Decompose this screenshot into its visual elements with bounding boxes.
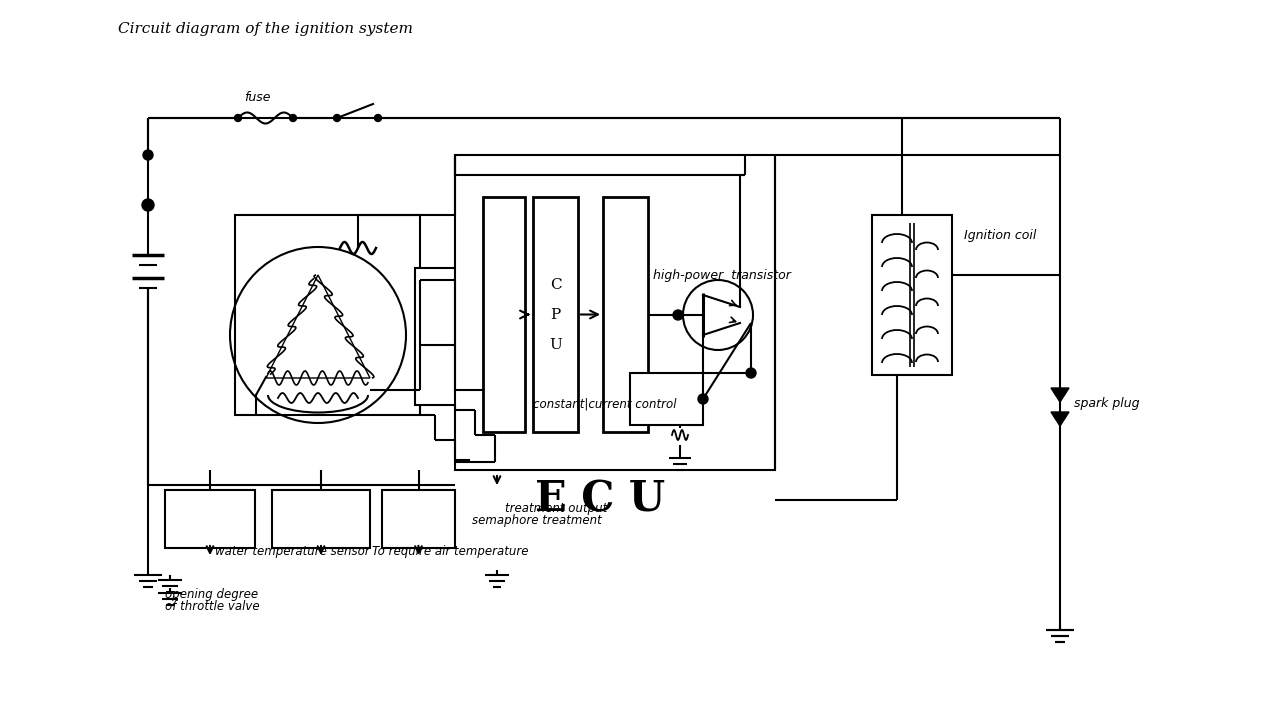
Bar — [272, 490, 370, 548]
Text: fuse: fuse — [243, 91, 270, 104]
Circle shape — [143, 199, 154, 211]
Circle shape — [334, 114, 340, 122]
Circle shape — [234, 114, 242, 122]
Text: P: P — [550, 307, 560, 322]
Circle shape — [698, 394, 708, 404]
Circle shape — [374, 114, 382, 122]
Text: opening degree: opening degree — [165, 588, 258, 601]
Text: high-power  transistor: high-power transistor — [653, 269, 791, 282]
Polygon shape — [1051, 412, 1069, 426]
Text: E C U: E C U — [535, 479, 665, 521]
Text: of throttle valve: of throttle valve — [165, 600, 260, 613]
Bar — [382, 490, 454, 548]
Bar — [603, 197, 648, 432]
Text: Circuit diagram of the ignition system: Circuit diagram of the ignition system — [118, 22, 412, 36]
Text: U: U — [549, 337, 561, 352]
Bar — [482, 197, 524, 432]
Circle shape — [289, 114, 297, 122]
Text: Ignition coil: Ignition coil — [964, 229, 1036, 242]
Text: water temperature sensor: water temperature sensor — [215, 545, 369, 558]
Bar — [415, 268, 460, 405]
Text: C: C — [550, 277, 561, 292]
Circle shape — [746, 368, 756, 378]
Text: To require air temperature: To require air temperature — [372, 545, 528, 558]
Text: spark plug: spark plug — [1074, 397, 1139, 410]
Bar — [872, 215, 952, 375]
Bar — [533, 197, 578, 432]
Bar — [454, 155, 775, 470]
Text: constant|current control: constant|current control — [533, 398, 676, 410]
Bar — [630, 373, 703, 425]
Bar — [236, 215, 420, 415]
Circle shape — [143, 150, 153, 160]
Circle shape — [673, 310, 684, 320]
Text: treatment output: treatment output — [505, 502, 607, 515]
Polygon shape — [1051, 388, 1069, 402]
Bar — [165, 490, 255, 548]
Text: semaphore treatment: semaphore treatment — [472, 514, 602, 527]
